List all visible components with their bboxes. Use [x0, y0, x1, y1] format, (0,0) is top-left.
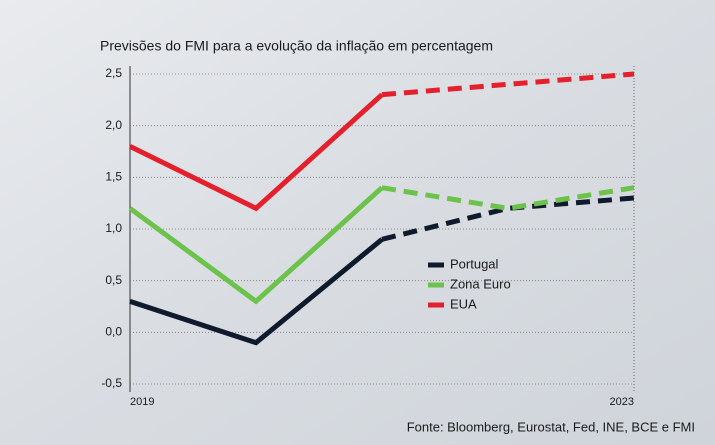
y-tick-label: 0,5	[105, 273, 122, 287]
legend-label: Zona Euro	[450, 276, 511, 291]
y-tick-label: 2,5	[105, 66, 122, 80]
x-tick-label: 2023	[610, 396, 634, 408]
x-tick-label: 2019	[130, 396, 154, 408]
legend-label: Portugal	[450, 256, 499, 271]
legend-label: EUA	[450, 296, 477, 311]
series-line	[129, 237, 384, 346]
y-tick-label: 1,5	[105, 170, 122, 184]
y-tick-label: 2,0	[105, 118, 122, 132]
y-tick-label: -0,5	[101, 376, 122, 390]
source: Fonte: Bloomberg, Eurostat, Fed, INE, BC…	[407, 419, 695, 434]
y-tick-label: 1,0	[105, 221, 122, 235]
y-tick-label: 0,0	[105, 325, 122, 339]
series-line	[128, 92, 384, 212]
chart-title: Previsões do FMI para a evolução da infl…	[100, 38, 493, 54]
forecast-line	[381, 71, 635, 98]
series-line	[128, 185, 384, 305]
